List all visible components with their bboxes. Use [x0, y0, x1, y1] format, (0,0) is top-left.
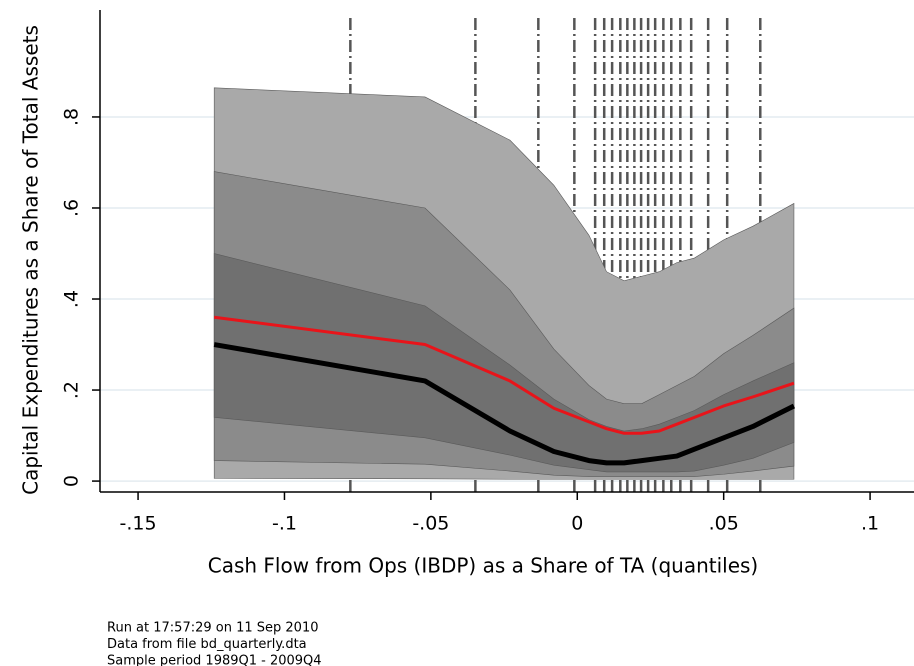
note: Sample period 1989Q1 - 2009Q4 — [107, 654, 322, 666]
y-tick-label: .4 — [61, 290, 83, 308]
x-tick-label: .05 — [709, 513, 739, 535]
note: Run at 17:57:29 on 11 Sep 2010 — [107, 621, 319, 636]
x-tick-label: 0 — [571, 513, 583, 535]
x-tick-label: -.05 — [412, 513, 449, 535]
note: Data from file bd_quarterly.dta — [107, 637, 307, 652]
series-line — [213, 342, 796, 466]
series-line — [214, 315, 795, 435]
y-tick-label: 0 — [61, 475, 83, 487]
y-tick-label: .2 — [61, 381, 83, 399]
confidence-band — [213, 253, 795, 473]
y-tick-label: .8 — [61, 108, 83, 126]
x-axis-label: Cash Flow from Ops (IBDP) as a Share of … — [208, 554, 759, 578]
x-tick-label: -.15 — [120, 513, 157, 535]
y-axis-label: Capital Expenditures as a Share of Total… — [19, 25, 43, 495]
y-tick-label: .6 — [61, 199, 83, 217]
x-tick-label: -.1 — [272, 513, 297, 535]
x-tick-label: .1 — [861, 513, 879, 535]
